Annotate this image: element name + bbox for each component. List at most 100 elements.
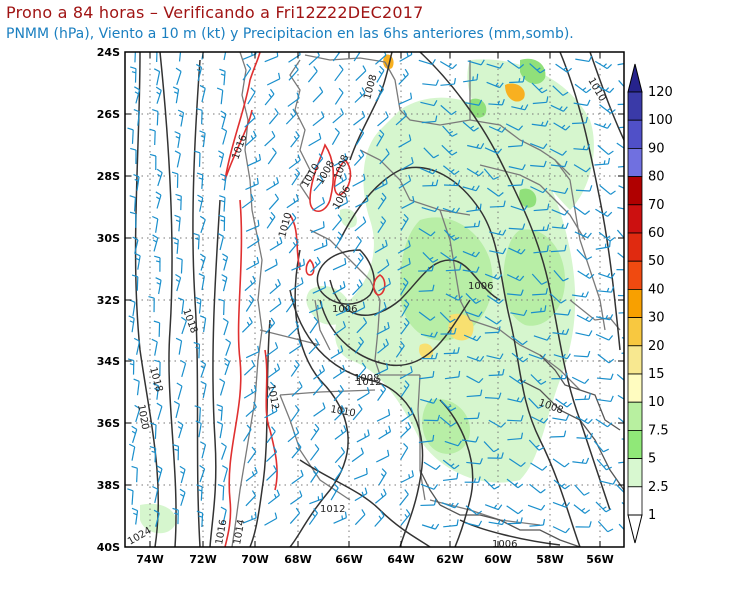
wind-barb (309, 444, 320, 461)
wind-barb (400, 317, 410, 335)
wind-barb (505, 123, 524, 131)
wind-barb (422, 79, 439, 86)
wind-barb (507, 415, 524, 422)
wind-barb (196, 108, 203, 125)
wind-barb (571, 376, 590, 385)
wind-barb (573, 164, 591, 173)
wind-barb (332, 214, 342, 231)
wind-barb (193, 232, 200, 250)
wind-barb (597, 144, 614, 155)
wind-barb (440, 327, 457, 335)
wind-barb (155, 277, 162, 295)
wind-barb (550, 104, 568, 112)
longitude-labels: 74W 72W 70W 68W 66W 64W 62W 60W 58W 56W (136, 553, 613, 566)
wind-barb (149, 153, 157, 170)
wind-barb (308, 301, 323, 314)
wind-barb (486, 62, 504, 69)
wind-barb (507, 179, 524, 187)
wind-barb (444, 440, 462, 447)
wind-barb (596, 373, 614, 380)
wind-barb (467, 59, 485, 66)
wind-barb (466, 389, 483, 398)
wind-barb (291, 442, 302, 459)
wind-barb (131, 465, 138, 483)
longitude-label: 74W (136, 553, 163, 566)
colorbar-label: 80 (648, 170, 665, 185)
wind-barb (180, 359, 187, 378)
wind-barb (421, 115, 438, 124)
wind-barb (353, 110, 366, 126)
wind-barb (443, 229, 460, 241)
colorbar-label: 100 (648, 113, 673, 128)
wind-barb (195, 420, 202, 438)
colorbar-label: 7.5 (648, 423, 669, 438)
colorbar-label: 20 (648, 339, 665, 354)
wind-barb (334, 173, 347, 188)
wind-barb (400, 509, 411, 526)
wind-barb (400, 380, 410, 398)
wind-barb (218, 150, 225, 168)
colorbar-swatch (627, 458, 643, 488)
wind-barb (508, 139, 524, 148)
wind-barb (616, 142, 624, 149)
longitude-label: 62W (436, 553, 463, 566)
wind-barb (376, 129, 385, 147)
wind-barb (551, 372, 568, 380)
latitude-label: 34S (97, 355, 120, 368)
colorbar-label: 2.5 (648, 480, 669, 495)
wind-barb (242, 63, 252, 81)
wind-barb (488, 125, 507, 133)
wind-barb (507, 432, 524, 441)
wind-barb (244, 275, 256, 292)
wind-barb (398, 134, 412, 148)
colorbar-swatch (627, 429, 643, 459)
wind-barb (550, 160, 568, 168)
wind-barb (597, 353, 615, 364)
wind-barb (354, 336, 364, 354)
wind-barb (597, 286, 615, 293)
wind-barb (377, 216, 387, 233)
wind-barb (313, 239, 328, 252)
wind-barb (506, 478, 524, 489)
isobar-label: 1020 (135, 404, 150, 431)
wind-barb (127, 127, 134, 144)
colorbar-swatch (627, 232, 643, 262)
wind-barb (351, 447, 364, 463)
wind-barb (155, 86, 162, 104)
colorbar-label: 40 (648, 282, 665, 297)
wind-barb (466, 167, 484, 177)
wind-barb (552, 85, 569, 96)
wind-barb (395, 109, 407, 126)
wind-barb (440, 251, 458, 261)
wind-barb (440, 78, 457, 86)
wind-barb (333, 321, 346, 336)
wind-barb (245, 466, 258, 482)
colorbar-label: 5 (648, 452, 656, 467)
wind-barb (353, 149, 365, 166)
wind-barb (575, 55, 593, 63)
wind-barb (552, 328, 570, 335)
wind-barb (354, 216, 367, 232)
wind-barb (465, 293, 482, 304)
longitude-label: 56W (586, 553, 613, 566)
colorbar-label: 10 (648, 395, 665, 410)
wind-barb (246, 234, 260, 249)
wind-barb (488, 419, 506, 428)
wind-barb (552, 414, 570, 421)
wind-barb (527, 504, 546, 511)
wind-barb (149, 445, 157, 463)
wind-barb (200, 360, 207, 378)
wind-barb (199, 465, 206, 483)
wind-barb (507, 396, 525, 403)
wind-barb (133, 337, 141, 355)
wind-barb (288, 64, 299, 81)
wind-barb (290, 277, 304, 291)
colorbar-max-arrow (627, 63, 643, 93)
wind-barb (196, 172, 204, 189)
colorbar-swatch (627, 119, 643, 149)
wind-barb (133, 378, 140, 396)
wind-barb (154, 359, 161, 376)
wind-barb (134, 52, 136, 63)
wind-barb (598, 231, 616, 242)
wind-barb (551, 187, 569, 195)
